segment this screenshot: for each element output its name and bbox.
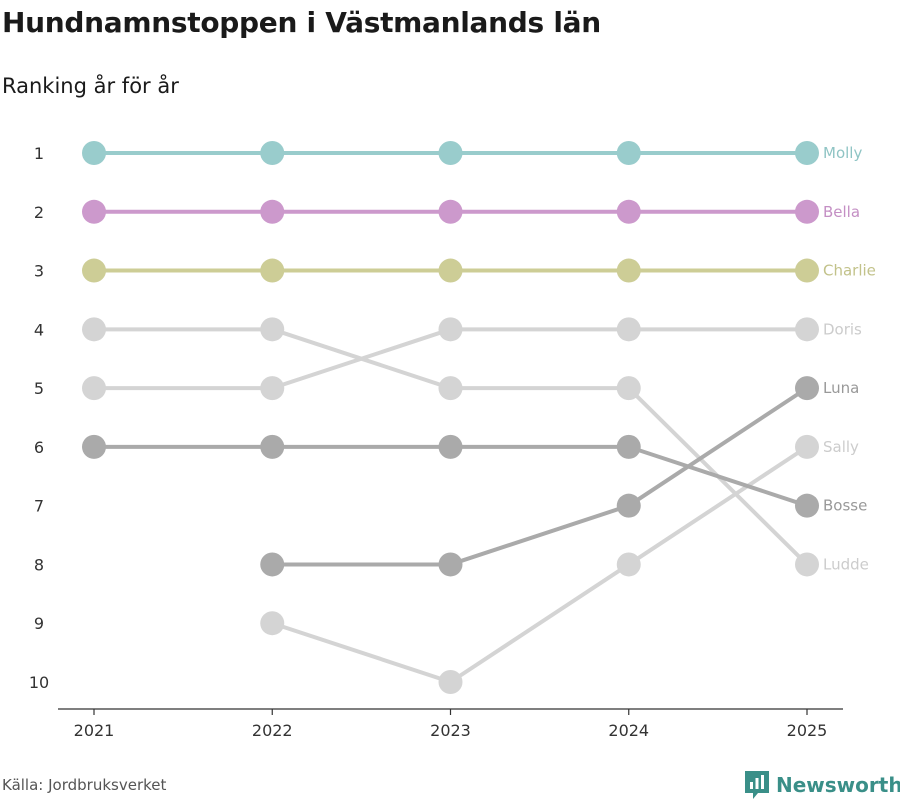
marker-doris-2022[interactable]: [260, 317, 285, 342]
end-label-bosse: Bosse: [823, 497, 867, 515]
marker-ludde-2024[interactable]: [616, 317, 641, 342]
marker-bella-2022[interactable]: [260, 199, 285, 224]
marker-molly-2022[interactable]: [260, 141, 285, 165]
marker-sally-2023[interactable]: [438, 670, 463, 694]
marker-charlie-2023[interactable]: [438, 258, 463, 283]
marker-charlie-2025[interactable]: [795, 258, 819, 283]
y-tick-label-5: 5: [34, 379, 44, 398]
end-label-sally: Sally: [823, 438, 859, 456]
x-tick-label-2021: 2021: [74, 721, 115, 740]
marker-bosse-2022[interactable]: [260, 434, 285, 459]
y-tick-label-1: 1: [34, 144, 44, 163]
series-end-labels: Molly Bella Charlie Doris Luna Sally Bosse Ludd…: [823, 144, 876, 573]
end-label-luna: Luna: [823, 379, 859, 397]
brand-name: Newsworthy: [776, 773, 900, 797]
marker-molly-2024[interactable]: [616, 141, 641, 165]
marker-sally-2022[interactable]: [260, 611, 285, 636]
chart-axes: 1 2 3 4 5 6 7 8 9 10 2021 2022 2023 2024 2025: [29, 144, 843, 740]
series-lines: [92, 151, 809, 684]
x-tick-label-2022: 2022: [252, 721, 293, 740]
marker-luna-2023[interactable]: [438, 552, 463, 577]
marker-bella-2023[interactable]: [438, 199, 463, 224]
marker-luna-2022[interactable]: [260, 552, 285, 577]
marker-doris-2025[interactable]: [795, 552, 819, 577]
x-tick-label-2024: 2024: [608, 721, 649, 740]
marker-molly-2023[interactable]: [438, 141, 463, 165]
series-line-luna: [270, 386, 809, 567]
marker-molly-2025[interactable]: [795, 141, 819, 165]
end-label-doris: Doris: [823, 320, 862, 338]
marker-bosse-2025[interactable]: [795, 493, 819, 518]
marker-charlie-2024[interactable]: [616, 258, 641, 283]
bar-chart-logo-icon: [745, 771, 769, 799]
y-tick-label-8: 8: [34, 555, 44, 574]
marker-charlie-2021[interactable]: [82, 258, 106, 283]
marker-ludde-2021[interactable]: [82, 376, 106, 401]
marker-bella-2024[interactable]: [616, 199, 641, 224]
marker-luna-2024[interactable]: [616, 493, 641, 518]
marker-bosse-2024[interactable]: [616, 434, 641, 459]
marker-ludde-2023[interactable]: [438, 317, 463, 342]
marker-bella-2025[interactable]: [795, 199, 819, 224]
y-tick-label-10: 10: [29, 673, 49, 692]
marker-doris-2024[interactable]: [616, 376, 641, 401]
end-label-molly: Molly: [823, 144, 862, 162]
x-tick-label-2025: 2025: [787, 721, 828, 740]
y-tick-label-4: 4: [34, 320, 44, 339]
end-label-charlie: Charlie: [823, 262, 876, 280]
marker-doris-2023[interactable]: [438, 376, 463, 401]
series-markers: [82, 141, 819, 694]
marker-ludde-2022[interactable]: [260, 376, 285, 401]
source-note: Källa: Jordbruksverket: [2, 776, 167, 794]
series-line-sally: [270, 444, 809, 684]
y-tick-label-6: 6: [34, 438, 44, 457]
brand-logo[interactable]: Newsworthy: [744, 770, 900, 800]
chart-subtitle: Ranking år för år: [2, 74, 179, 98]
marker-bosse-2021[interactable]: [82, 434, 106, 459]
marker-molly-2021[interactable]: [82, 141, 106, 165]
marker-charlie-2022[interactable]: [260, 258, 285, 283]
y-tick-label-3: 3: [34, 262, 44, 281]
end-label-ludde: Ludde: [823, 555, 869, 573]
marker-bella-2021[interactable]: [82, 199, 106, 224]
marker-sally-2024[interactable]: [616, 552, 641, 577]
marker-luna-2025[interactable]: [795, 376, 819, 401]
x-tick-label-2023: 2023: [430, 721, 471, 740]
y-tick-label-7: 7: [34, 497, 44, 516]
y-tick-label-9: 9: [34, 614, 44, 633]
marker-doris-2021[interactable]: [82, 317, 106, 342]
chart-title: Hundnamnstoppen i Västmanlands län: [2, 6, 601, 39]
y-tick-label-2: 2: [34, 203, 44, 222]
marker-ludde-2025[interactable]: [795, 317, 819, 342]
marker-bosse-2023[interactable]: [438, 434, 463, 459]
marker-sally-2025[interactable]: [795, 434, 819, 459]
end-label-bella: Bella: [823, 203, 860, 221]
